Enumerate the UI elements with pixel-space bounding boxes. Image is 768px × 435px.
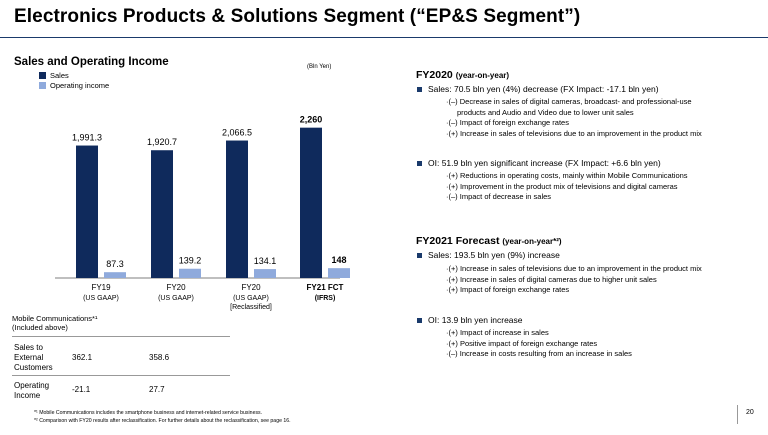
data-label-sales: 1,991.3: [72, 133, 102, 143]
table-divider: [12, 375, 230, 376]
fy2020-oi-list: ·(+) Reductions in operating costs, main…: [446, 171, 688, 203]
category-sublabel: [Reclassified]: [230, 304, 272, 311]
bullet-square-icon: [417, 161, 422, 166]
list-item: ·(–) Impact of decrease in sales: [446, 192, 552, 201]
row-label-line: Operating: [14, 381, 50, 390]
table-row-label: Operating Income: [14, 381, 49, 401]
data-label-sales: 1,920.7: [147, 137, 177, 147]
list-item: ·(–) Decrease in sales of digital camera…: [446, 97, 692, 106]
legend-label-sales: Sales: [50, 71, 69, 80]
bar-sales: [151, 150, 173, 278]
fy2021-heading-text: FY2021 Forecast: [416, 235, 500, 247]
category-sublabel: (IFRS): [315, 295, 336, 302]
unit-label: (Bln Yen): [307, 64, 332, 70]
data-label-operating-income: 139.2: [179, 256, 202, 266]
table-header-line2: (Included above): [12, 323, 68, 332]
bullet-square-icon: [417, 87, 422, 92]
bullet-square-icon: [417, 318, 422, 323]
legend-label-oi: Operating income: [50, 81, 110, 90]
title-divider: [0, 37, 768, 38]
list-item: ·(+) Improvement in the product mix of t…: [446, 181, 678, 191]
data-label-operating-income: 87.3: [106, 259, 124, 269]
fy2020-heading-text: FY2020: [416, 69, 453, 81]
legend-swatch-sales: [39, 72, 46, 79]
list-item: ·(+) Impact of foreign exchange rates: [446, 285, 570, 294]
table-row-label: Sales to External Customers: [14, 343, 53, 373]
list-item: ·(+) Increase in sales of televisions du…: [446, 264, 702, 273]
data-label-operating-income: 134.1: [254, 256, 277, 266]
list-item: products and Audio and Video due to lowe…: [457, 107, 634, 117]
footnote-1: *¹ Mobile Communications includes the sm…: [34, 410, 263, 416]
fy2020-oi-text: OI: 51.9 bln yen significant increase (F…: [428, 158, 661, 168]
page-number-divider: [737, 405, 738, 424]
list-item: ·(–) Impact of foreign exchange rates: [446, 118, 569, 127]
list-item: ·(+) Positive impact of foreign exchange…: [446, 338, 598, 348]
legend-sales: Sales: [39, 71, 69, 80]
table-divider: [12, 336, 230, 337]
row-label-line: Sales to: [14, 343, 43, 352]
fy2021-sales-bullet: Sales: 193.5 bln yen (9%) increase: [417, 250, 560, 260]
bar-sales: [300, 127, 322, 279]
bullet-square-icon: [417, 253, 422, 258]
list-item: ·(+) Increase in sales of digital camera…: [446, 274, 657, 284]
category-label: FY21 FCT: [307, 283, 344, 292]
chart-section-title: Sales and Operating Income: [14, 56, 169, 68]
footnote-2: *² Comparison with FY20 results after re…: [34, 418, 291, 424]
page-number: 20: [746, 409, 754, 416]
data-label-sales: 2,260: [300, 115, 323, 125]
row-label-line: Income: [14, 391, 41, 400]
fy2021-heading-note: (year-on-year*²): [502, 237, 562, 246]
category-sublabel: (US GAAP): [158, 295, 194, 302]
list-item: ·(+) Impact of increase in sales: [446, 328, 549, 337]
table-cell-fy20: 358.6: [149, 353, 170, 362]
fy2021-oi-text: OI: 13.9 bln yen increase: [428, 315, 523, 325]
fy2020-sales-list: ·(–) Decrease in sales of digital camera…: [446, 97, 702, 139]
bar-operating-income: [104, 272, 126, 278]
fy2020-oi-bullet: OI: 51.9 bln yen significant increase (F…: [417, 158, 661, 168]
fy2021-sales-text: Sales: 193.5 bln yen (9%) increase: [428, 250, 560, 260]
footnotes: *¹ Mobile Communications includes the sm…: [34, 409, 291, 425]
page-title: Electronics Products & Solutions Segment…: [14, 6, 581, 27]
row-label-line: Customers: [14, 363, 53, 372]
legend-oi: Operating income: [39, 81, 109, 90]
fy2021-oi-bullet: OI: 13.9 bln yen increase: [417, 315, 523, 325]
bar-operating-income: [254, 269, 276, 278]
bar-sales: [226, 140, 248, 278]
fy2020-sales-bullet: Sales: 70.5 bln yen (4%) decrease (FX Im…: [417, 84, 659, 94]
table-cell-fy19: 362.1: [72, 353, 93, 362]
fy2020-sales-text: Sales: 70.5 bln yen (4%) decrease (FX Im…: [428, 84, 659, 94]
fy2021-sales-list: ·(+) Increase in sales of televisions du…: [446, 264, 702, 296]
table-cell-fy19: -21.1: [72, 385, 91, 394]
bar-sales: [76, 145, 98, 278]
fy2021-heading: FY2021 Forecast (year-on-year*²): [416, 235, 562, 247]
fy2020-heading: FY2020 (year-on-year): [416, 69, 509, 81]
category-sublabel: (US GAAP): [83, 295, 119, 302]
bar-operating-income: [328, 268, 350, 278]
fy2020-heading-note: (year-on-year): [455, 71, 510, 80]
category-sublabel: (US GAAP): [233, 295, 269, 302]
category-label: FY20: [241, 283, 261, 292]
list-item: ·(–) Increase in costs resulting from an…: [446, 349, 632, 358]
table-header-line1: Mobile Communications*¹: [12, 314, 98, 323]
bar-operating-income: [179, 268, 201, 278]
category-label: FY19: [91, 283, 111, 292]
list-item: ·(+) Increase in sales of televisions du…: [446, 128, 702, 138]
row-label-line: External: [14, 353, 44, 362]
list-item: ·(+) Reductions in operating costs, main…: [446, 171, 688, 180]
legend-swatch-oi: [39, 82, 46, 89]
fy2021-oi-list: ·(+) Impact of increase in sales ·(+) Po…: [446, 328, 632, 360]
table-header: Mobile Communications*¹ (Included above): [12, 314, 97, 332]
data-label-operating-income: 148: [331, 255, 346, 265]
table-cell-fy20: 27.7: [149, 385, 165, 394]
category-label: FY20: [166, 283, 186, 292]
data-label-sales: 2,066.5: [222, 128, 252, 138]
